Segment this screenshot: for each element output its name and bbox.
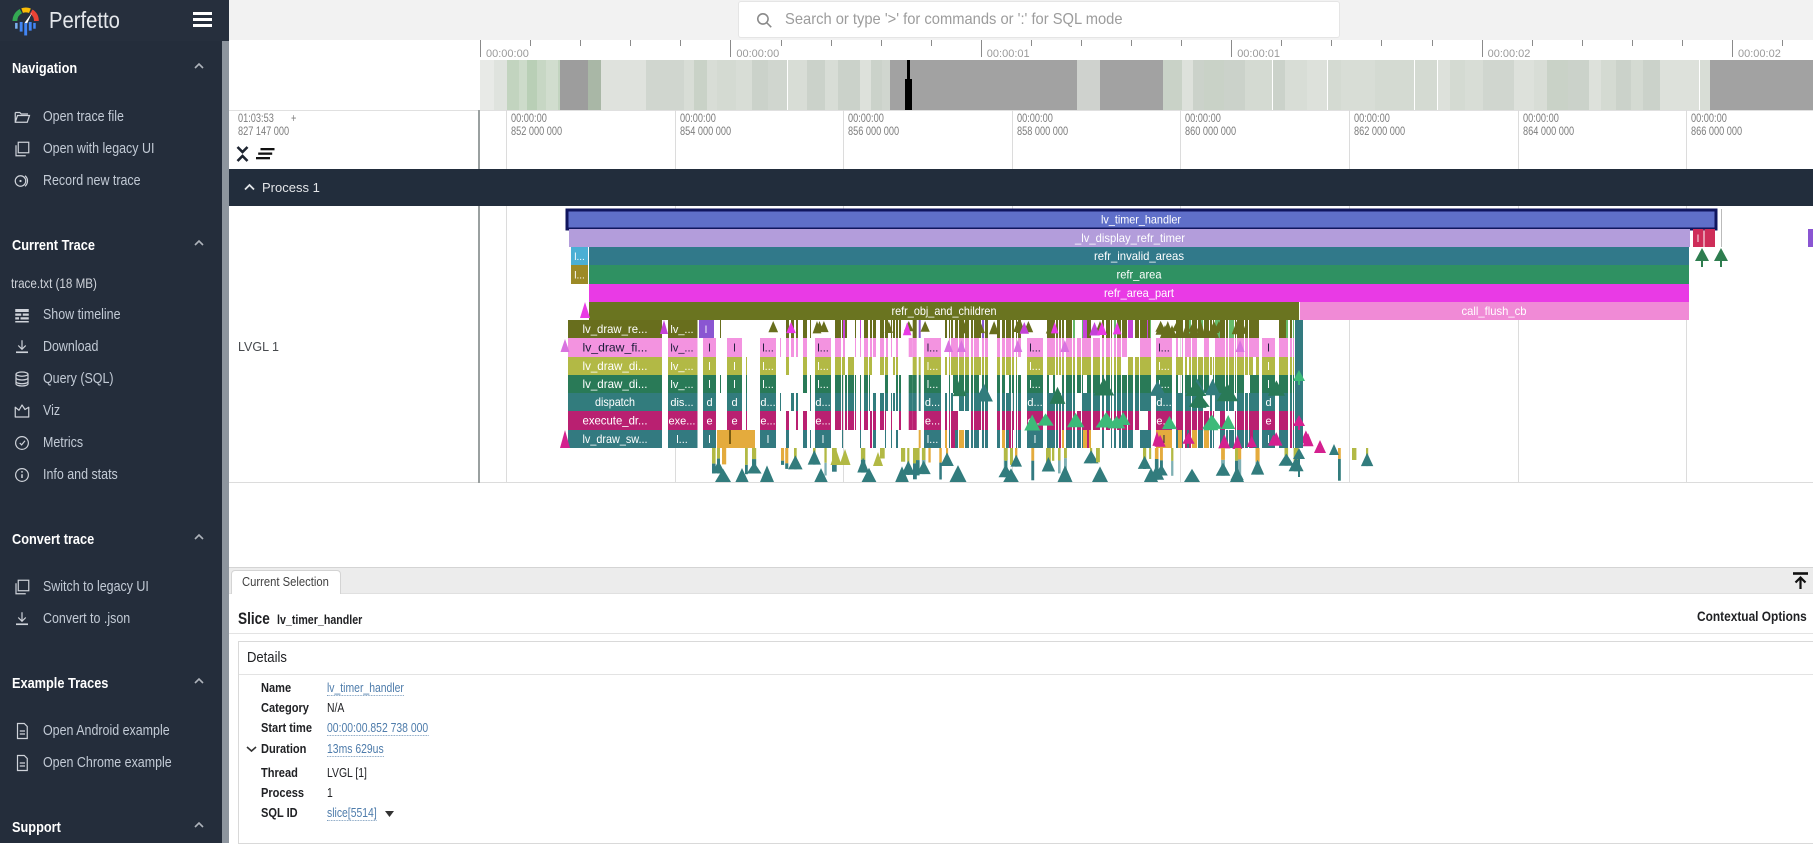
svg-text:l: l: [708, 343, 710, 355]
svg-text:lv_draw_re...: lv_draw_re...: [583, 322, 648, 336]
svg-text:l...: l...: [762, 379, 774, 391]
svg-text:lv_...: lv_...: [670, 343, 693, 355]
svg-text:lv_draw_di...: lv_draw_di...: [583, 377, 648, 391]
svg-text:l: l: [708, 434, 710, 446]
svg-text:e...: e...: [760, 416, 775, 428]
svg-text:l: l: [705, 325, 707, 336]
svg-text:l: l: [767, 434, 769, 446]
svg-text:d: d: [1265, 397, 1271, 409]
svg-text:l...: l...: [574, 252, 585, 263]
svg-text:l: l: [1267, 343, 1269, 355]
svg-text:l: l: [822, 434, 824, 446]
svg-text:e...: e...: [815, 416, 830, 428]
svg-text:l...: l...: [1158, 343, 1170, 355]
svg-text:lv_...: lv_...: [670, 379, 693, 391]
svg-text:lv_draw_di...: lv_draw_di...: [583, 359, 648, 373]
svg-text:e: e: [1265, 416, 1271, 428]
svg-text:d...: d...: [1027, 397, 1042, 409]
svg-text:l...: l...: [762, 343, 774, 355]
svg-text:lv_draw_fi...: lv_draw_fi...: [583, 341, 648, 355]
svg-text:l: l: [708, 361, 710, 373]
svg-text:d...: d...: [815, 397, 830, 409]
svg-text:l...: l...: [1029, 361, 1041, 373]
svg-text:d...: d...: [1156, 397, 1171, 409]
svg-text:lv_timer_handler: lv_timer_handler: [1101, 213, 1181, 227]
svg-text:l...: l...: [1029, 343, 1041, 355]
svg-text:d...: d...: [925, 397, 940, 409]
svg-text:lv_...: lv_...: [670, 324, 693, 336]
svg-text:d: d: [706, 397, 712, 409]
svg-text:refr_area_part: refr_area_part: [1104, 286, 1175, 300]
svg-text:l...: l...: [817, 343, 829, 355]
svg-text:l...: l...: [676, 434, 688, 446]
svg-text:l: l: [733, 361, 735, 373]
svg-text:call_flush_cb: call_flush_cb: [1462, 304, 1527, 318]
svg-text:l...: l...: [817, 379, 829, 391]
svg-text:e: e: [706, 416, 712, 428]
svg-text:l: l: [1034, 434, 1036, 446]
svg-text:l...: l...: [574, 271, 585, 282]
svg-text:execute_dr...: execute_dr...: [583, 414, 648, 428]
svg-text:dis...: dis...: [670, 397, 693, 409]
svg-text:_lv_display_refr_timer: _lv_display_refr_timer: [1074, 231, 1185, 245]
svg-text:refr_invalid_areas: refr_invalid_areas: [1094, 249, 1184, 263]
svg-text:l...: l...: [1029, 379, 1041, 391]
svg-text:d: d: [731, 397, 737, 409]
svg-text:refr_area: refr_area: [1117, 268, 1162, 282]
svg-text:dispatch: dispatch: [595, 395, 635, 409]
svg-text:l: l: [1163, 434, 1165, 446]
svg-text:l...: l...: [1158, 361, 1170, 373]
svg-text:l...: l...: [927, 361, 939, 373]
svg-text:l...: l...: [762, 361, 774, 373]
svg-text:d...: d...: [760, 397, 775, 409]
svg-text:l: l: [1697, 234, 1699, 245]
svg-text:l: l: [733, 343, 735, 355]
svg-text:l: l: [1267, 434, 1269, 446]
svg-text:l...: l...: [927, 434, 939, 446]
svg-text:l: l: [1267, 361, 1269, 373]
svg-text:l...: l...: [927, 379, 939, 391]
svg-text:l: l: [733, 379, 735, 391]
svg-text:e: e: [731, 416, 737, 428]
svg-text:l...: l...: [817, 361, 829, 373]
svg-text:lv_draw_sw...: lv_draw_sw...: [583, 432, 648, 446]
svg-text:lv_...: lv_...: [670, 361, 693, 373]
svg-text:exe...: exe...: [669, 416, 696, 428]
svg-text:l...: l...: [927, 343, 939, 355]
svg-text:l: l: [1267, 379, 1269, 391]
svg-text:l...: l...: [1158, 379, 1170, 391]
svg-text:refr_obj_and_children: refr_obj_and_children: [892, 304, 997, 318]
svg-text:l: l: [708, 379, 710, 391]
svg-text:e...: e...: [925, 416, 940, 428]
